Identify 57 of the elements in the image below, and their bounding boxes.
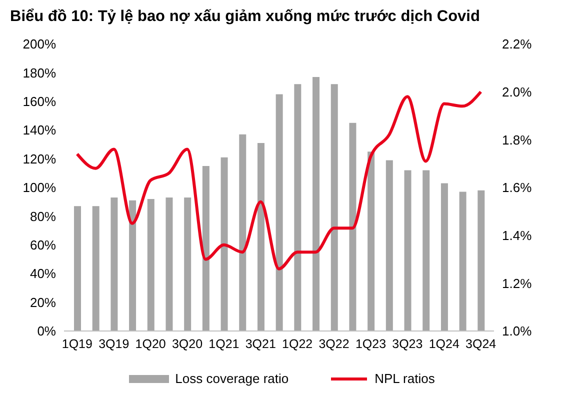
y2-tick-label: 1.6% <box>502 180 532 196</box>
bar <box>312 77 320 331</box>
y-tick-label: 80% <box>30 208 56 224</box>
bar <box>294 84 302 331</box>
y-tick-label: 180% <box>22 65 56 80</box>
bar <box>440 183 448 331</box>
y2-tick-label: 1.8% <box>502 132 532 148</box>
line-series <box>76 90 482 270</box>
x-tick-label: 3Q24 <box>466 336 496 351</box>
bar <box>202 166 210 331</box>
y-tick-label: 60% <box>30 238 56 253</box>
x-tick-label: 1Q24 <box>428 336 460 351</box>
x-tick-label: 3Q22 <box>318 336 350 351</box>
x-tick-label: 1Q20 <box>135 336 166 351</box>
y-tick-label: 200% <box>22 36 56 52</box>
bar <box>166 198 173 331</box>
bar <box>349 122 356 331</box>
legend-label: NPL ratios <box>374 371 435 386</box>
x-tick-label: 3Q23 <box>392 336 423 351</box>
bar <box>129 200 136 331</box>
x-tick-label: 1Q22 <box>282 336 313 351</box>
bar <box>220 157 228 331</box>
bar <box>368 152 375 331</box>
y2-tick-label: 1.2% <box>502 276 532 291</box>
bar <box>404 170 412 331</box>
bar <box>330 84 338 331</box>
y2-tick-label: 2.2% <box>502 36 532 52</box>
bar <box>276 94 283 331</box>
y2-tick-label: 1.4% <box>502 228 532 243</box>
x-tick-label: 1Q21 <box>208 336 240 351</box>
bar <box>239 134 246 331</box>
legend-label: Loss coverage ratio <box>175 371 289 386</box>
bar <box>459 192 466 331</box>
y2-tick-label: 2.0% <box>502 84 532 100</box>
y-tick-label: 140% <box>22 122 56 138</box>
x-tick-label: 1Q23 <box>355 336 386 351</box>
x-tick-label: 3Q19 <box>98 336 130 351</box>
chart-title: Biểu đồ 10: Tỷ lệ bao nợ xấu giảm xuống mức trước dịch Covid <box>10 8 481 26</box>
bar <box>74 206 81 331</box>
y-tick-label: 160% <box>22 94 56 110</box>
bar <box>386 160 393 331</box>
y-tick-label: 0% <box>37 324 56 339</box>
bar <box>110 198 118 331</box>
y-tick-label: 100% <box>22 180 56 196</box>
y2-tick-label: 1.0% <box>502 324 532 339</box>
bar <box>257 143 264 331</box>
bar <box>422 170 430 331</box>
y-tick-label: 120% <box>22 151 56 166</box>
bar <box>92 206 100 331</box>
y-tick-label: 40% <box>30 266 56 282</box>
bar <box>478 190 485 331</box>
y-tick-label: 20% <box>30 294 56 310</box>
bar <box>147 198 154 331</box>
x-tick-label: 3Q20 <box>172 336 203 351</box>
x-tick-label: 1Q19 <box>62 336 93 351</box>
x-tick-label: 3Q21 <box>245 336 276 351</box>
bar <box>184 198 192 331</box>
